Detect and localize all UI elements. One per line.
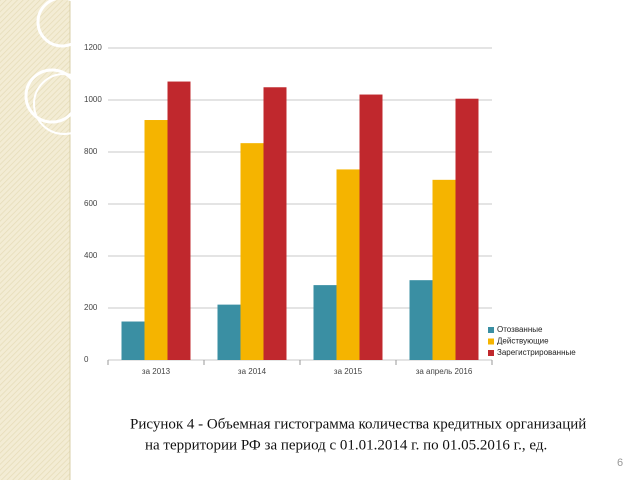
y-tick-label: 1200 <box>84 43 102 52</box>
bar <box>263 87 287 360</box>
x-tick-label: за апрель 2016 <box>416 367 473 376</box>
bar <box>217 304 241 360</box>
y-tick-label: 200 <box>84 303 98 312</box>
y-tick-label: 0 <box>84 355 89 364</box>
legend-label: Действующие <box>497 337 549 346</box>
x-tick-label: за 2015 <box>334 367 363 376</box>
caption-line: на территории РФ за период с 01.01.2014 … <box>145 437 547 453</box>
bar <box>359 94 383 360</box>
bar <box>336 169 360 360</box>
chart: 0 200 400 600 800 1000 1200 за 2013 за 2014 за 20… <box>84 43 576 376</box>
side-strip <box>0 0 70 480</box>
legend-label: Зарегистрированные <box>497 348 576 357</box>
y-tick-label: 400 <box>84 251 98 260</box>
bar <box>409 280 433 360</box>
bar <box>121 321 145 360</box>
page-number: 6 <box>617 457 623 469</box>
bar <box>432 179 456 360</box>
bar <box>144 120 168 361</box>
y-tick-label: 1000 <box>84 95 102 104</box>
y-tick-label: 600 <box>84 199 98 208</box>
legend-swatch <box>488 327 494 333</box>
x-tick-label: за 2013 <box>142 367 171 376</box>
bar <box>240 143 264 360</box>
bar <box>455 98 479 360</box>
caption-line: Рисунок 4 - Объемная гистограмма количес… <box>130 416 586 432</box>
legend-label: Отозванные <box>497 325 543 334</box>
deco-circle <box>36 0 88 48</box>
bar <box>167 81 191 360</box>
bar <box>313 285 337 360</box>
deco-circle <box>33 73 95 135</box>
deco-circle <box>24 68 80 124</box>
y-tick-label: 800 <box>84 147 98 156</box>
legend-swatch <box>488 350 494 356</box>
x-tick-label: за 2014 <box>238 367 267 376</box>
legend-swatch <box>488 338 494 345</box>
